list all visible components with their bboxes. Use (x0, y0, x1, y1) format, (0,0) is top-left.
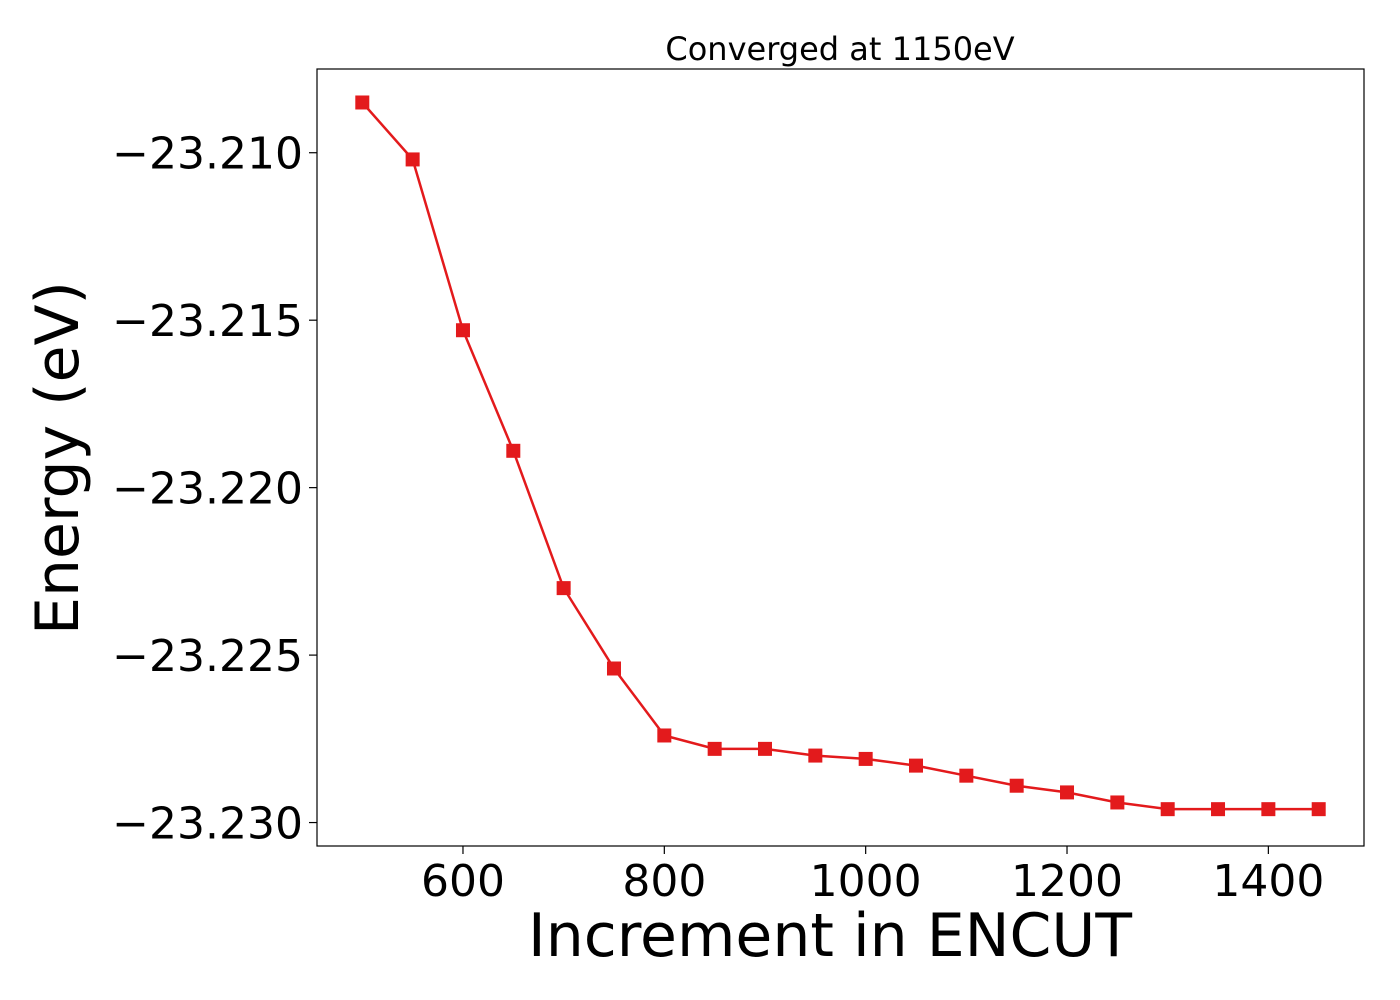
x-axis-label: Increment in ENCUT (528, 901, 1132, 971)
y-tick-label: −23.210 (112, 129, 303, 180)
y-tick-label: −23.225 (112, 631, 303, 682)
data-point-marker (707, 741, 722, 756)
data-point-marker (355, 95, 370, 110)
chart-title: Converged at 1150eV (665, 30, 1014, 68)
plot-area (316, 68, 1365, 847)
x-tick-label: 600 (421, 856, 505, 907)
y-tick-label: −23.230 (112, 799, 303, 850)
data-point-marker (657, 728, 672, 743)
data-point-marker (1211, 802, 1226, 817)
data-point-marker (1009, 778, 1024, 793)
data-point-marker (1060, 785, 1075, 800)
y-tick-label: −23.215 (112, 296, 303, 347)
x-tick-label: 1200 (1011, 856, 1123, 907)
series-line (361, 101, 1319, 811)
data-point-marker (808, 748, 823, 763)
x-tick-label: 800 (622, 856, 706, 907)
data-point-marker (1311, 802, 1326, 817)
data-point-marker (1261, 802, 1276, 817)
y-axis-label: Energy (eV) (23, 281, 93, 635)
data-point-marker (455, 323, 470, 338)
x-axis: 600 800 1000 1200 1400 (421, 846, 1324, 907)
data-point-marker (1110, 795, 1125, 810)
data-point-marker (858, 751, 873, 766)
data-point-marker (606, 661, 621, 676)
y-tick-label: −23.220 (112, 464, 303, 515)
data-point-marker (959, 768, 974, 783)
data-point-marker (1160, 802, 1175, 817)
data-point-marker (758, 741, 772, 756)
y-axis: −23.210 −23.215 −23.220 −23.225 −23.230 (112, 129, 317, 850)
data-point-marker (556, 581, 571, 596)
series-layer (355, 95, 1326, 817)
x-tick-label: 1000 (810, 856, 922, 907)
x-tick-label: 1400 (1212, 856, 1324, 907)
data-point-marker (506, 443, 521, 458)
data-point-marker (909, 758, 923, 773)
data-point-marker (405, 152, 420, 167)
